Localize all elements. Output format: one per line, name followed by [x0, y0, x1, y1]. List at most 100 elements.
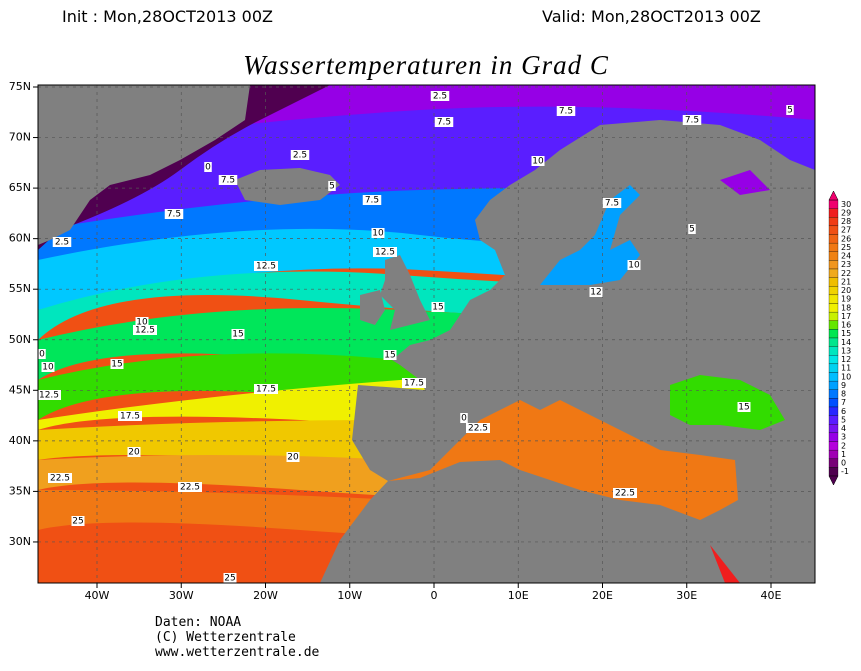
contour-label: 5 [689, 225, 695, 235]
contour-label-box [41, 362, 55, 372]
contour-label-box [178, 482, 202, 492]
lat-label: 75N [9, 80, 31, 93]
title: Wassertemperaturen in Grad C [243, 50, 609, 80]
contour-label: 12 [590, 288, 601, 298]
colorbar-box [828, 389, 839, 399]
baltic-sea [540, 185, 640, 285]
contour-label: 25 [72, 517, 83, 527]
colorbar-label: 20 [841, 286, 851, 295]
colorbar-label: 27 [841, 226, 851, 235]
colorbar-box [828, 372, 839, 382]
lat-label: 55N [9, 282, 31, 295]
contour-label-box [133, 325, 157, 335]
colorbar-label: 5 [841, 415, 846, 424]
great-britain [380, 255, 430, 330]
footer-line: (C) Wetterzentrale [155, 630, 296, 645]
lat-label: 70N [9, 131, 31, 144]
contour-label-box [556, 106, 576, 116]
lon-label: 40E [761, 589, 782, 602]
contour-label: 22.5 [180, 483, 200, 493]
colorbar-box [828, 398, 839, 408]
lat-label: 65N [9, 181, 31, 194]
colorbar-box [828, 458, 839, 468]
colorbar-box [828, 268, 839, 278]
colorbar-label: 15 [841, 329, 851, 338]
contour-label: 12.5 [375, 248, 395, 258]
lat-label: 30N [9, 535, 31, 548]
colorbar-box [828, 199, 839, 209]
lon-label: 20W [253, 589, 278, 602]
colorbar-label: 24 [841, 252, 851, 261]
colorbar-label: 6 [841, 407, 846, 416]
lon-label: 30W [169, 589, 194, 602]
contour-label-box [531, 156, 545, 166]
contour-label: 0 [39, 350, 45, 360]
footer-line: Daten: NOAA [155, 615, 241, 630]
colorbar-box [828, 286, 839, 296]
contour-label: 2.5 [293, 151, 307, 161]
contour-label-box [38, 390, 61, 400]
contour-label: 10 [532, 157, 544, 167]
contour-label: 25 [224, 574, 235, 584]
colorbar-cap [828, 475, 839, 486]
colorbar-box [828, 251, 839, 261]
colorbar-box [828, 380, 839, 390]
greenland [38, 85, 250, 245]
contour-label-box [286, 452, 300, 462]
contour-label-box [52, 237, 72, 247]
colorbar-box [828, 320, 839, 330]
colorbar-label: 12 [841, 355, 851, 364]
lon-label: 30E [676, 589, 697, 602]
contour-label: 2.5 [433, 92, 447, 102]
ireland [360, 290, 385, 325]
contour-label: 17.5 [256, 385, 276, 395]
colorbar-box [828, 303, 839, 313]
colorbar-label: 17 [841, 312, 851, 321]
contour-label-box [362, 195, 382, 205]
contour-label: 15 [738, 403, 749, 413]
contour-labels: 2.5 7.5 7.5 7.5 5 2.5 0 7.5 5 7.5 7.5 10 10 7.5 5 2.5 12… [38, 91, 794, 584]
contour-label-box [602, 198, 622, 208]
contour-label-box [290, 150, 310, 160]
colorbar-box [828, 217, 839, 227]
contour-label: 17.5 [120, 412, 140, 422]
colorbar-label: 23 [841, 260, 851, 269]
iceland [235, 168, 340, 205]
map-frame [37, 84, 816, 584]
red-sea [710, 545, 740, 583]
colorbar-box [828, 346, 839, 356]
lat-label: 35N [9, 484, 31, 497]
lon-label: 10E [508, 589, 529, 602]
contour-label: 2.5 [55, 238, 69, 248]
colorbar-box [828, 225, 839, 235]
footer: Daten: NOAA(C) Wetterzentralewww.wetterz… [155, 615, 320, 660]
colorbar-box [828, 329, 839, 339]
contour-label-box [118, 411, 142, 421]
colorbar-label: 21 [841, 277, 851, 286]
contour-label: 0 [205, 163, 211, 173]
contour-label-box [223, 573, 237, 583]
colorbar-box [828, 467, 839, 477]
colorbar-label: -1 [841, 467, 849, 476]
colorbar-label: 2 [841, 441, 846, 450]
colorbar-box [828, 406, 839, 416]
colorbar-label: 3 [841, 433, 846, 442]
contour-label: 20 [287, 453, 299, 463]
graticule [38, 85, 815, 583]
contour-label-box [218, 175, 238, 185]
colorbar-label: 7 [841, 398, 846, 407]
colorbar-box [828, 277, 839, 287]
contour-label-box [688, 224, 696, 234]
colorbar-box [828, 208, 839, 218]
lat-label: 50N [9, 333, 31, 346]
colorbar-box [828, 242, 839, 252]
contour-label-box [254, 261, 278, 271]
contour-label-box [71, 516, 85, 526]
colorbar-box [828, 311, 839, 321]
colorbar-box [828, 260, 839, 270]
contour-label: 5 [787, 106, 793, 116]
contour-label: 15 [232, 330, 243, 340]
contour-label-box [627, 260, 641, 270]
colorbar-label: 28 [841, 217, 851, 226]
contour-label-box [613, 488, 637, 498]
